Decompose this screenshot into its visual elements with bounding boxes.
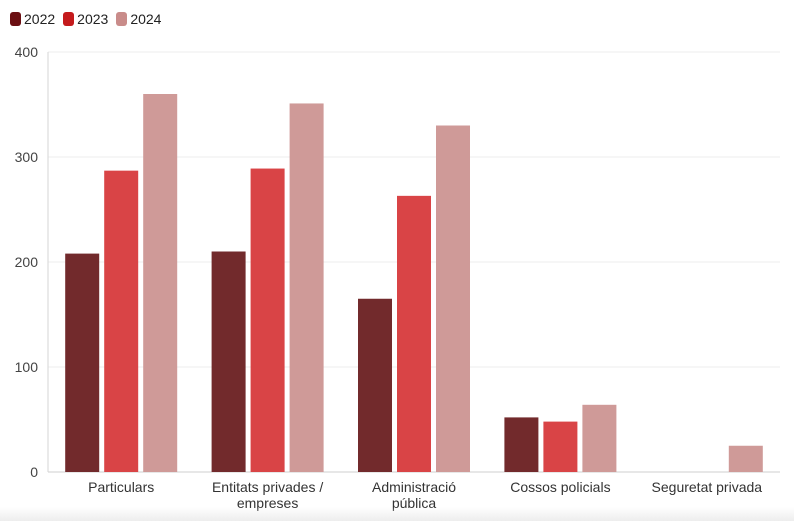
legend-item-2024[interactable]: 2024 [116, 11, 161, 27]
bar-2023-cat3[interactable] [397, 195, 431, 472]
x-category-label-line: Entitats privades / [212, 479, 323, 495]
legend-label-2024: 2024 [130, 11, 162, 27]
x-category-label-line: Cossos policials [510, 479, 610, 495]
legend-label-2023: 2023 [77, 11, 109, 27]
bar-2024-cat3[interactable] [436, 125, 470, 473]
legend: 2022 2023 2024 [10, 11, 163, 27]
x-category-label-4: Cossos policials [510, 479, 610, 495]
bar-2023-cat1[interactable] [104, 170, 139, 472]
x-category-label-line: Particulars [88, 479, 154, 495]
legend-swatch-2023 [63, 12, 75, 26]
bar-2023-cat4[interactable] [543, 421, 578, 472]
x-category-label-line: Seguretat privada [652, 479, 763, 495]
y-tick-label-400: 400 [15, 44, 39, 60]
x-category-label-line: Administració [372, 479, 456, 495]
x-category-label-1: Particulars [88, 479, 154, 495]
bar-2022-cat3[interactable] [358, 298, 392, 472]
bar-2024-cat5[interactable] [728, 445, 763, 472]
legend-item-2023[interactable]: 2023 [63, 11, 108, 27]
bottom-fade [0, 507, 794, 521]
bar-2023-cat2[interactable] [250, 168, 285, 473]
bar-2024-cat2[interactable] [289, 103, 324, 472]
legend-item-2022[interactable]: 2022 [10, 11, 55, 27]
y-tick-label-200: 200 [15, 254, 39, 270]
y-tick-label-0: 0 [30, 464, 38, 480]
bar-2022-cat4[interactable] [504, 417, 539, 472]
bar-2022-cat1[interactable] [65, 253, 100, 472]
bar-2024-cat1[interactable] [143, 94, 178, 472]
legend-label-2022: 2022 [24, 11, 56, 27]
bar-2024-cat4[interactable] [582, 404, 617, 472]
legend-swatch-2024 [116, 12, 128, 26]
y-tick-label-100: 100 [15, 359, 39, 375]
bar-2022-cat2[interactable] [211, 251, 246, 473]
y-tick-label-300: 300 [15, 149, 39, 165]
legend-swatch-2022 [10, 12, 21, 26]
x-category-label-5: Seguretat privada [652, 479, 763, 495]
